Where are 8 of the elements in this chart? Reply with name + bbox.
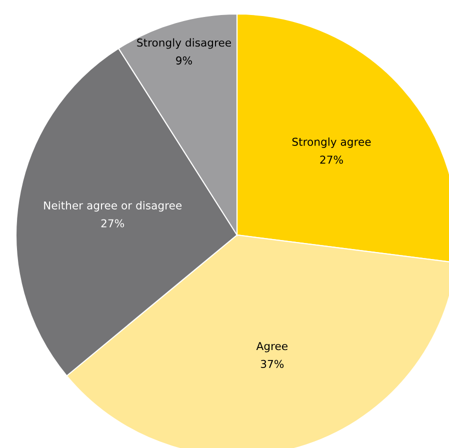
- data-label: 37%: [260, 360, 284, 368]
- slice-label: Strongly agree: [292, 138, 371, 148]
- data-label: 9%: [176, 56, 192, 65]
- data-label: 27%: [101, 219, 124, 228]
- slice-label: Strongly disagree: [137, 38, 231, 49]
- slice-label: Agree: [256, 342, 288, 352]
- data-label: 27%: [320, 156, 343, 164]
- slice-label: Neither agree or disagree: [44, 201, 182, 212]
